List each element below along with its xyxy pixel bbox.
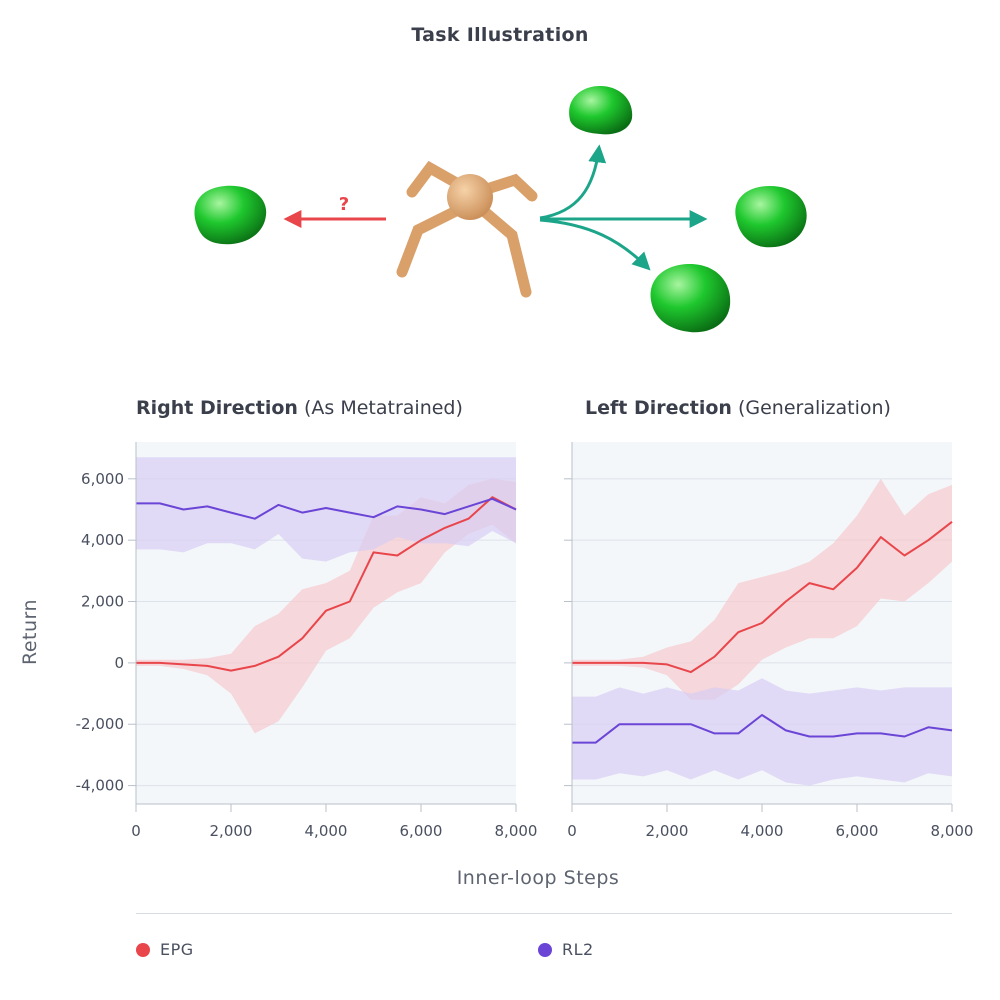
x-tick-label: 6,000 [836,822,879,840]
ant-robot [396,160,538,298]
x-tick-label: 2,000 [646,822,689,840]
goal-right [735,186,807,248]
confidence-band-epg [572,478,952,700]
y-tick-label: 6,000 [81,470,124,488]
goal-bottom-right [650,264,731,333]
ant-body [447,174,493,220]
y-tick-label: 4,000 [81,531,124,549]
charts-area: Return Inner-loop Steps Right Direction … [19,397,973,889]
x-axis-label: Inner-loop Steps [457,867,620,889]
legend-dot-rl2 [538,942,552,957]
arrow-down-right [539,218,651,271]
x-tick-label: 0 [131,822,141,840]
chart-title: Right Direction (As Metatrained) [136,397,463,419]
x-tick-label: 8,000 [931,822,974,840]
x-tick-label: 4,000 [305,822,348,840]
legend-item-epg: EPG [136,940,194,959]
chart-panel-left-direction: Left Direction (Generalization) 0 2,000 4,0… [564,397,973,840]
x-tick-label: 8,000 [495,822,538,840]
question-mark: ? [339,194,349,215]
goal-top [569,86,633,135]
series-line-rl2 [572,714,953,744]
series-line-epg [136,496,517,672]
legend-dot-epg [136,942,150,957]
chart-panel-right-direction: Right Direction (As Metatrained) -4,000 -2… [76,397,538,840]
chart-title-rest: (Generalization) [732,397,891,419]
x-tick-label: 4,000 [741,822,784,840]
page-title: Task Illustration [411,24,589,46]
legend-item-rl2: RL2 [538,940,594,959]
y-tick-label: -4,000 [76,777,124,795]
chart-title-rest: (As Metatrained) [298,397,463,419]
series-line-rl2 [136,497,517,520]
x-tick-label: 6,000 [400,822,443,840]
legend-label-epg: EPG [160,940,194,959]
chart-title-bold: Left Direction [585,397,732,419]
y-tick-label: -2,000 [76,715,124,733]
arrow-up-right [539,144,607,220]
x-tick-label: 0 [567,822,577,840]
chart-title-bold: Right Direction [136,397,298,419]
y-tick-label: 2,000 [81,593,124,611]
confidence-band-rl2 [572,678,952,786]
y-axis-label: Return [19,599,41,665]
legend-label-rl2: RL2 [562,940,594,959]
chart-title: Left Direction (Generalization) [585,397,891,419]
x-tick-label: 2,000 [210,822,253,840]
legend-divider [136,913,952,914]
task-illustration: ? [194,86,807,333]
series-line-epg [572,521,953,674]
y-tick-label: 0 [114,654,124,672]
confidence-band-rl2 [136,457,516,562]
goal-left [194,185,267,245]
